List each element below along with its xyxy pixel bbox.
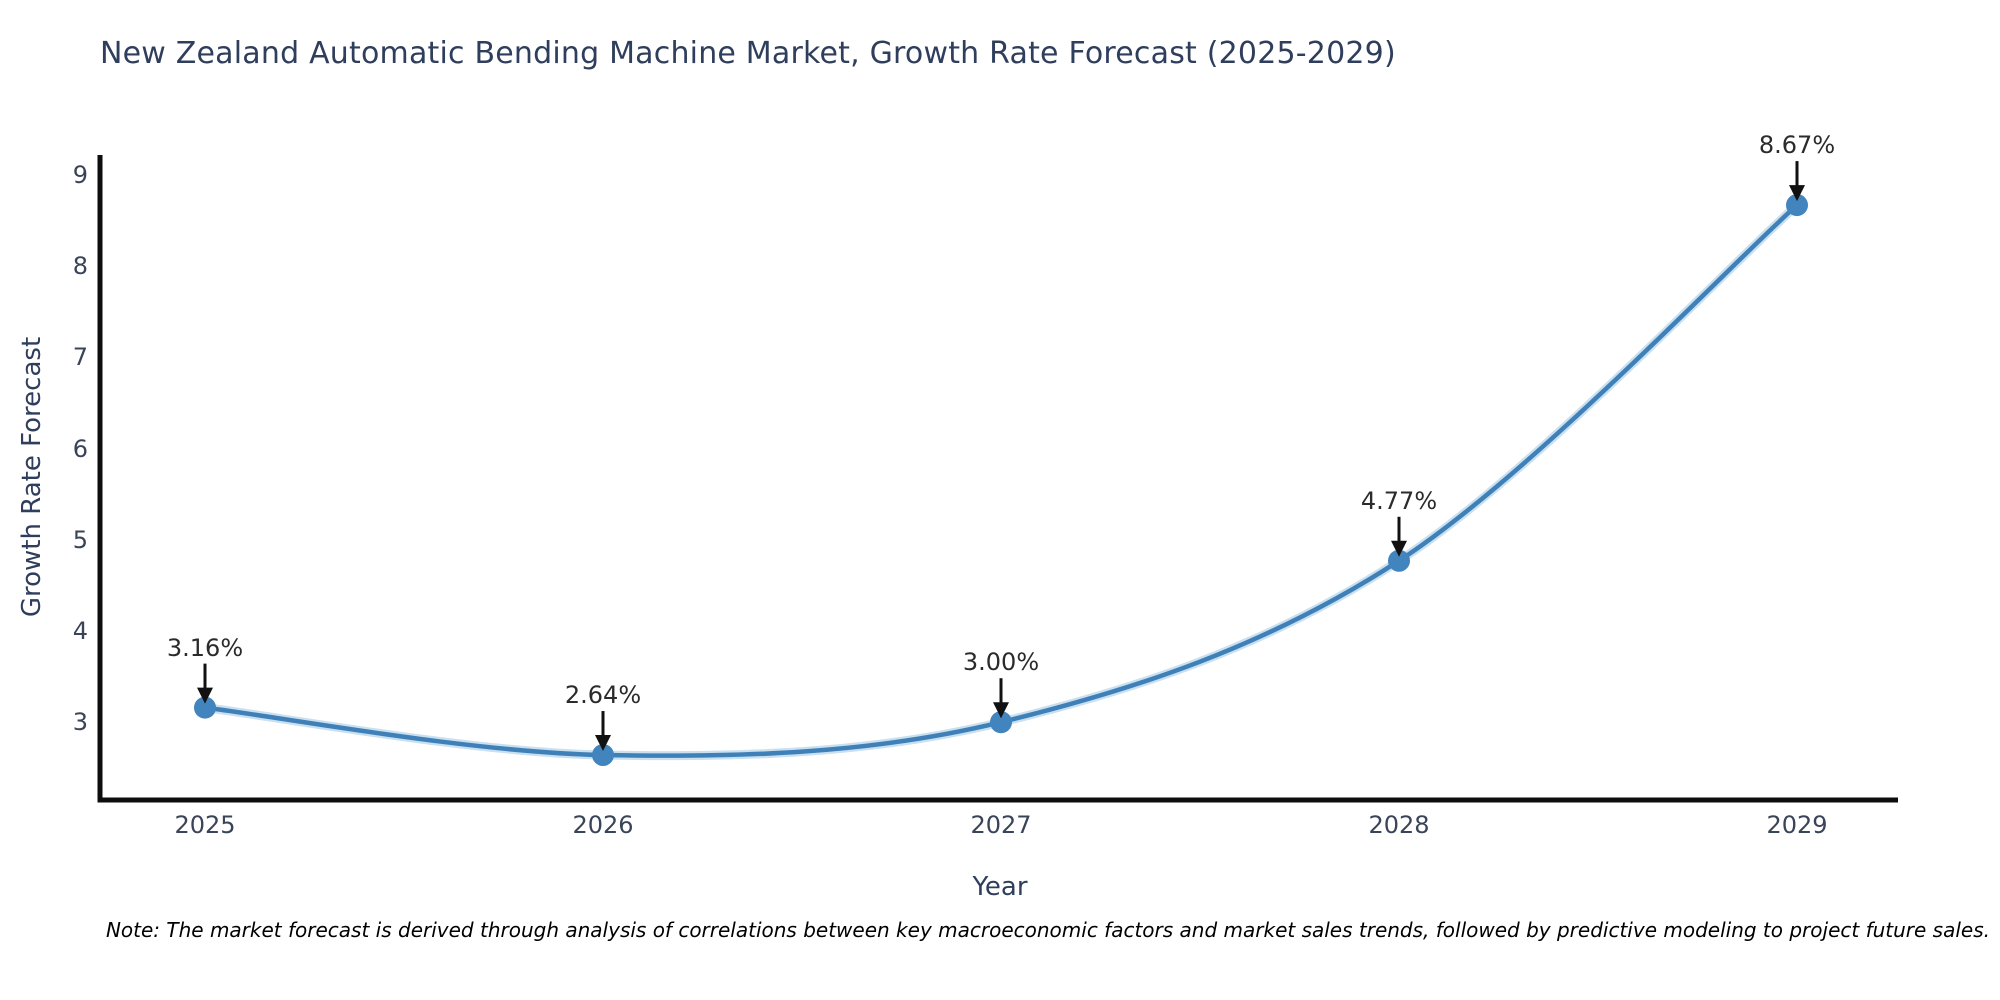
y-tick-label: 6 (72, 434, 88, 463)
data-point-marker (1388, 549, 1410, 572)
chart-title: New Zealand Automatic Bending Machine Ma… (100, 36, 1396, 71)
point-value-label: 8.67% (1758, 131, 1836, 160)
x-tick-label: 2025 (174, 811, 236, 839)
annotation-arrow-head (993, 702, 1009, 719)
annotation-arrow-head (1789, 185, 1805, 202)
y-tick-label: 5 (72, 525, 88, 554)
y-tick-label: 4 (72, 617, 88, 645)
annotation-arrow-head (197, 687, 213, 704)
point-value-label: 4.77% (1360, 486, 1438, 515)
y-axis-title: Growth Rate Forecast (17, 336, 47, 618)
annotation-arrow-head (1391, 540, 1407, 557)
data-point-marker (990, 711, 1012, 734)
footnote: Note: The market forecast is derived thr… (105, 918, 1990, 942)
x-tick-label: 2027 (970, 811, 1032, 839)
point-value-label: 3.16% (166, 633, 244, 662)
y-tick-label: 3 (72, 708, 88, 737)
y-tick-label: 7 (72, 343, 88, 372)
data-point-marker (1786, 194, 1808, 217)
data-point-marker (592, 744, 614, 767)
y-tick-label: 9 (72, 161, 88, 189)
point-value-label: 2.64% (564, 681, 642, 710)
x-tick-label: 2029 (1766, 811, 1828, 839)
y-tick-label: 8 (72, 252, 88, 281)
point-value-label: 3.00% (962, 648, 1040, 677)
data-point-marker (194, 696, 216, 719)
x-tick-label: 2026 (572, 811, 634, 839)
x-axis-title: Year (972, 872, 1028, 902)
x-tick-label: 2028 (1368, 811, 1430, 839)
annotation-arrow-head (595, 735, 611, 752)
